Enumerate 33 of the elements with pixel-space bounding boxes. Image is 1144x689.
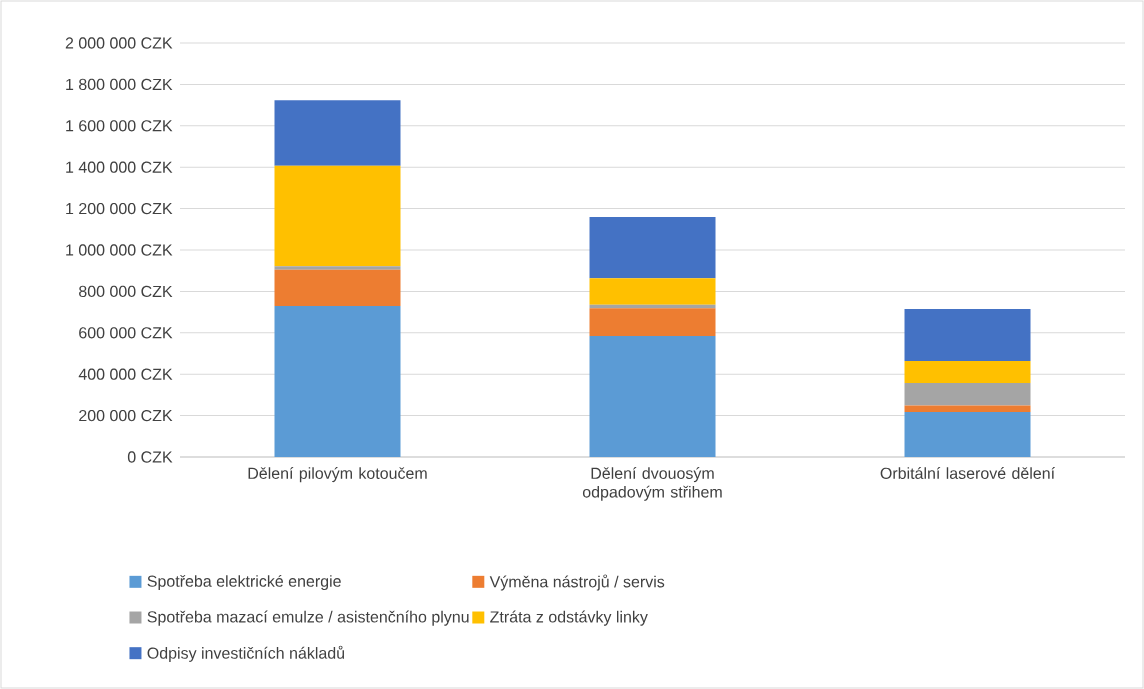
bar	[274, 305, 401, 457]
x-tick-label: Orbitální laserové dělení	[880, 467, 1055, 479]
bar	[589, 335, 716, 457]
y-tick-label: 200 000 CZK	[79, 409, 173, 422]
bar	[274, 165, 401, 267]
bar	[904, 412, 1031, 457]
legend-label: Ztráta z odstávky linky	[490, 610, 648, 626]
bar	[904, 405, 1031, 413]
legend-label: Výměna nástrojů / servis	[489, 574, 665, 591]
y-tick-label: 2 000 000 CZK	[65, 37, 173, 49]
y-tick-label: 1 800 000 CZK	[66, 78, 173, 91]
bar	[589, 278, 716, 305]
bar	[904, 360, 1031, 384]
y-tick-label: 800 000 CZK	[79, 285, 173, 298]
y-tick-label: 1 000 000 CZK	[66, 244, 173, 256]
legend-label: Spotřeba mazací emulze / asistenčního plynu	[147, 610, 469, 626]
bar	[589, 308, 716, 336]
bar	[589, 216, 716, 279]
bar	[274, 269, 401, 306]
legend-label: Odpisy investičních nákladů	[147, 645, 345, 662]
x-tick-label: Dělení pilovým kotoučem	[248, 467, 427, 483]
y-tick-label: 1 400 000 CZK	[66, 161, 173, 173]
legend-label: Spotřeba elektrické energie	[147, 574, 341, 591]
y-tick-label: 1 600 000 CZK	[66, 120, 173, 132]
y-tick-label: 0 CZK	[127, 451, 173, 463]
y-tick-label: 1 200 000 CZK	[66, 202, 173, 215]
bar	[904, 383, 1031, 406]
y-tick-label: 400 000 CZK	[78, 368, 173, 380]
bar	[274, 266, 401, 270]
x-tick-label: Dělení dvouosým odpadovým střihem	[582, 467, 722, 501]
bar	[904, 309, 1031, 361]
bar	[274, 100, 401, 166]
y-tick-label: 600 000 CZK	[79, 327, 173, 339]
